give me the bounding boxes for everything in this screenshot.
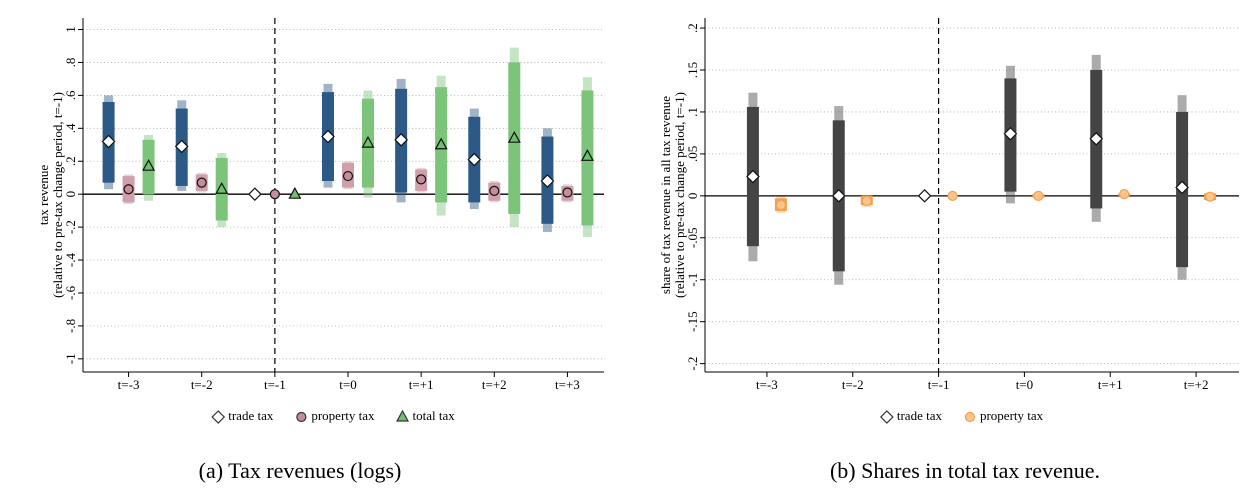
marker-circle xyxy=(1033,190,1044,201)
marker-diamond xyxy=(211,410,226,424)
y-tick-label: -.2 xyxy=(685,357,700,371)
marker-circle xyxy=(269,189,280,200)
legend: trade tax property tax total tax xyxy=(211,408,456,424)
marker-triangle xyxy=(507,130,521,143)
y-tick-label: .8 xyxy=(63,58,78,68)
marker-triangle xyxy=(361,135,375,148)
y-tick-label: 0 xyxy=(685,193,700,200)
y-tick-label: -.1 xyxy=(685,273,700,287)
x-tick-label: t=0 xyxy=(1016,377,1033,392)
y-tick-label: -.8 xyxy=(63,319,78,333)
y-tick-label: .2 xyxy=(685,23,700,33)
marker-circle xyxy=(562,187,573,198)
marker-diamond xyxy=(917,188,932,203)
legend-item: total tax xyxy=(396,408,456,423)
marker-circle xyxy=(342,170,354,182)
marker-diamond xyxy=(467,152,482,167)
marker-diamond xyxy=(746,169,760,184)
marker-circle xyxy=(1119,189,1130,200)
x-tick-label: t=-3 xyxy=(756,377,778,392)
y-axis-title: tax revenue xyxy=(36,165,51,226)
y-axis-title: (relative to pre-tax change period, t=-1… xyxy=(50,92,65,298)
y-tick-label: 1 xyxy=(63,26,78,33)
caption: (b) Shares in total tax revenue. xyxy=(830,458,1100,483)
y-tick-label: -.15 xyxy=(685,311,700,332)
marker-diamond xyxy=(1089,131,1104,146)
x-tick-label: t=+1 xyxy=(1098,377,1123,392)
marker-circle xyxy=(123,184,134,195)
marker-diamond xyxy=(831,188,846,203)
x-tick-label: t=-2 xyxy=(191,377,213,392)
x-tick-label: t=+2 xyxy=(482,377,507,392)
legend-label: trade tax xyxy=(228,408,274,423)
y-tick-label: .15 xyxy=(685,62,700,78)
y-tick-label: .2 xyxy=(63,156,78,166)
marker-circle xyxy=(861,195,872,206)
legend-label: property tax xyxy=(311,408,375,423)
x-tick-label: t=+3 xyxy=(555,377,580,392)
x-tick-label: t=-2 xyxy=(842,377,864,392)
y-tick-label: -.2 xyxy=(63,220,78,234)
y-tick-label: .05 xyxy=(685,146,700,162)
marker-diamond xyxy=(174,139,189,154)
y-tick-label: 0 xyxy=(63,191,78,198)
marker-circle xyxy=(489,185,500,196)
y-tick-label: -.05 xyxy=(685,227,700,248)
y-tick-label: -.6 xyxy=(63,285,78,300)
legend-item: property tax xyxy=(964,408,1044,423)
marker-diamond xyxy=(101,134,116,149)
y-axis-title: share of tax revenue in all tax revenue xyxy=(658,96,673,294)
y-tick-label: -1 xyxy=(63,353,78,364)
y-axis-title: (relative to pre-tax change period, t=-1… xyxy=(672,92,687,298)
marker-diamond xyxy=(394,132,408,147)
marker-circle xyxy=(1204,191,1216,202)
x-tick-label: t=+1 xyxy=(409,377,434,392)
legend-item: property tax xyxy=(296,408,375,423)
marker-diamond xyxy=(1003,126,1018,141)
marker-triangle xyxy=(580,149,594,161)
marker-diamond xyxy=(540,174,555,188)
marker-triangle xyxy=(215,181,229,194)
y-tick-label: .1 xyxy=(685,107,700,117)
legend-label: total tax xyxy=(413,408,456,423)
y-tick-label: .4 xyxy=(63,123,78,133)
marker-diamond xyxy=(1175,180,1189,195)
x-tick-label: t=-1 xyxy=(264,377,286,392)
marker-circle xyxy=(964,411,976,423)
y-tick-label: .6 xyxy=(63,90,78,100)
x-tick-label: t=0 xyxy=(339,377,356,392)
marker-diamond xyxy=(321,129,335,144)
marker-triangle xyxy=(288,186,302,199)
legend-label: trade tax xyxy=(897,408,943,423)
x-tick-label: t=+2 xyxy=(1184,377,1209,392)
marker-diamond xyxy=(880,410,894,424)
x-tick-label: t=-3 xyxy=(118,377,140,392)
marker-circle xyxy=(196,177,207,188)
marker-circle xyxy=(775,199,787,211)
caption: (a) Tax revenues (logs) xyxy=(199,458,402,483)
y-tick-label: -.4 xyxy=(63,253,78,268)
marker-circle xyxy=(416,174,427,185)
marker-triangle xyxy=(142,158,156,171)
legend-label: property tax xyxy=(980,408,1044,423)
x-tick-label: t=-1 xyxy=(928,377,950,392)
legend: trade tax property tax xyxy=(880,408,1044,424)
legend-item: trade tax xyxy=(880,408,943,424)
marker-triangle xyxy=(396,409,410,422)
marker-circle xyxy=(947,190,958,201)
legend-item: trade tax xyxy=(211,408,274,424)
marker-diamond xyxy=(248,187,262,202)
marker-triangle xyxy=(434,137,448,150)
marker-circle xyxy=(296,411,307,423)
